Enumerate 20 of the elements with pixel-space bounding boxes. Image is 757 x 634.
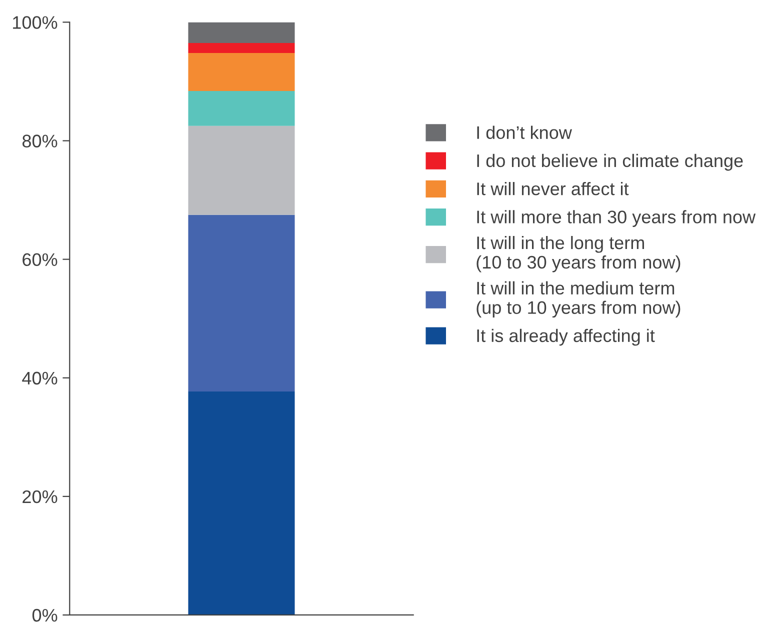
- bar: [188, 392, 295, 615]
- bar: [188, 53, 295, 91]
- y-tick-label: 100%: [13, 16, 58, 29]
- bar: [188, 42, 295, 54]
- y-tick-label: 0%: [32, 608, 58, 622]
- bar: [188, 126, 295, 215]
- legend-label: I don’t know: [477, 126, 572, 140]
- legend-label: It will more than 30 years from now: [477, 210, 756, 227]
- bar: [188, 214, 295, 392]
- y-tick-label: 80%: [22, 134, 58, 148]
- y-tick-label: 60%: [22, 253, 58, 266]
- y-tick-label: 20%: [22, 490, 58, 504]
- legend-label: It will in the long term (10 to 30 years from now): [476, 236, 680, 272]
- legend-label: I do not believe in climate change: [477, 154, 743, 171]
- y-tick-label: 40%: [22, 372, 58, 385]
- legend-label: It will never affect it: [477, 182, 629, 196]
- legend-label: It is already affecting it: [477, 328, 655, 346]
- bar: [188, 90, 295, 126]
- bar: [188, 22, 295, 43]
- legend-label: It will in the medium term (up to 10 years from now): [476, 281, 680, 318]
